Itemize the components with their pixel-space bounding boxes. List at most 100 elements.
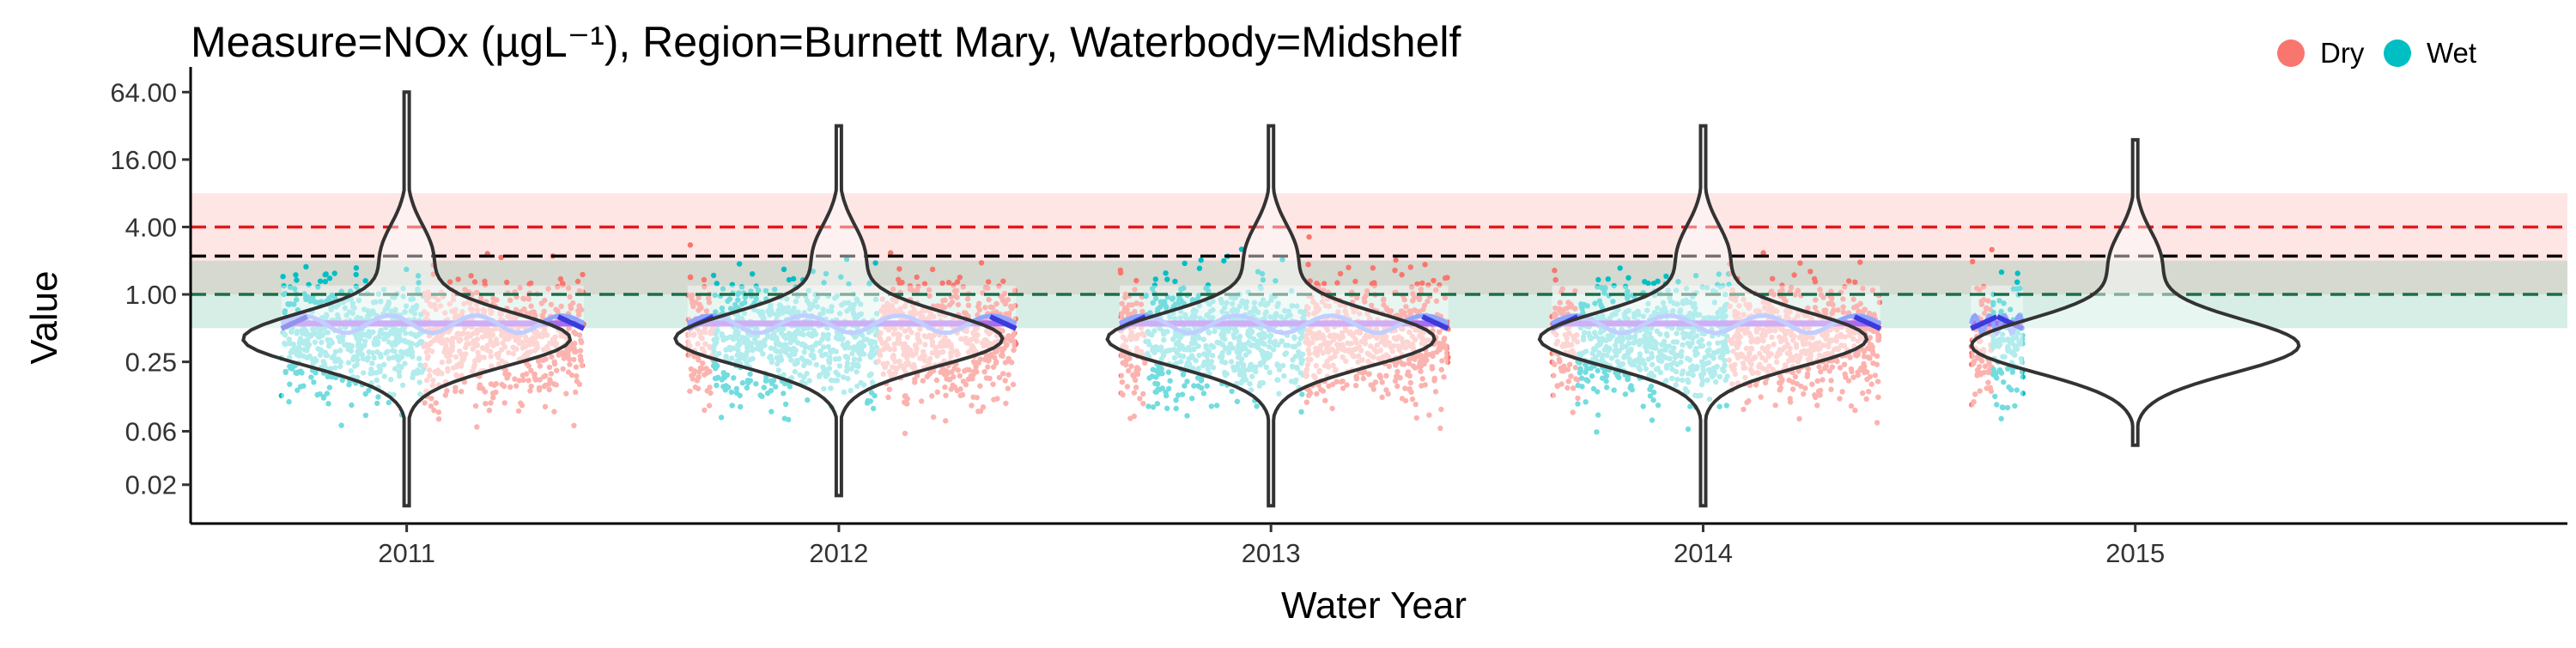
data-point <box>741 310 748 317</box>
data-point <box>474 424 480 430</box>
data-point <box>410 374 416 380</box>
data-point <box>983 352 990 358</box>
data-point <box>512 376 518 382</box>
data-point <box>1002 360 1009 366</box>
data-point <box>861 342 867 348</box>
data-point <box>577 348 584 354</box>
data-point <box>1013 341 1019 347</box>
data-point <box>800 362 807 369</box>
data-point <box>517 285 523 291</box>
data-point <box>743 353 750 359</box>
data-point <box>712 375 719 382</box>
data-point <box>853 333 860 340</box>
data-point <box>424 343 430 349</box>
data-point <box>453 306 459 313</box>
data-point <box>909 288 916 294</box>
data-point <box>316 300 322 306</box>
data-point <box>472 403 479 409</box>
data-point <box>767 354 773 360</box>
data-point <box>483 331 489 337</box>
data-point <box>880 361 886 367</box>
data-point <box>830 347 836 354</box>
data-point <box>919 398 925 404</box>
data-point <box>910 312 917 318</box>
data-point <box>773 348 779 354</box>
data-point <box>729 403 735 409</box>
data-point <box>750 271 756 277</box>
data-point <box>519 372 526 379</box>
data-point <box>541 347 547 353</box>
data-point <box>747 371 753 377</box>
data-point <box>358 331 364 337</box>
data-point <box>466 341 473 347</box>
data-point <box>1172 278 1178 285</box>
data-point <box>567 294 573 300</box>
data-point <box>345 360 352 366</box>
data-point <box>293 370 299 376</box>
data-point <box>297 336 304 342</box>
data-point <box>483 401 489 407</box>
data-point <box>688 366 694 372</box>
data-point <box>576 303 582 309</box>
data-point <box>445 366 451 372</box>
data-point <box>813 340 819 346</box>
data-point <box>495 361 502 367</box>
data-point <box>467 306 474 312</box>
data-point <box>291 345 298 351</box>
data-point <box>281 291 287 298</box>
data-point <box>447 300 453 307</box>
data-point <box>1989 246 1995 253</box>
data-point <box>444 388 450 394</box>
data-point <box>695 341 701 347</box>
data-point <box>737 355 743 361</box>
data-point <box>537 363 544 369</box>
data-point <box>774 335 780 341</box>
data-point <box>934 303 941 309</box>
data-point <box>545 286 551 292</box>
data-point <box>332 348 338 354</box>
data-point <box>930 414 937 421</box>
data-point <box>836 363 843 369</box>
data-point <box>691 354 697 360</box>
data-point <box>422 362 428 368</box>
data-point <box>844 360 851 366</box>
data-point <box>760 351 766 357</box>
data-point <box>453 354 459 360</box>
data-point <box>305 336 311 343</box>
data-point <box>823 373 829 379</box>
data-point <box>566 325 572 331</box>
data-point <box>294 297 300 303</box>
data-point <box>414 342 420 348</box>
data-point <box>1807 269 1814 275</box>
data-point <box>977 383 983 389</box>
data-point <box>958 336 964 342</box>
data-point <box>792 336 798 342</box>
data-point <box>1392 267 1398 274</box>
data-point <box>565 348 571 354</box>
data-point <box>888 250 894 256</box>
data-point <box>294 330 300 336</box>
data-point <box>306 282 312 288</box>
data-point <box>1770 276 1776 282</box>
data-point <box>1595 276 1601 283</box>
data-point <box>1000 278 1006 284</box>
data-point <box>823 270 829 277</box>
data-point <box>826 360 833 366</box>
data-point <box>762 342 768 348</box>
data-point <box>748 288 754 294</box>
data-point <box>353 271 359 278</box>
data-point <box>493 389 499 396</box>
data-point <box>759 309 765 315</box>
data-point <box>555 284 561 290</box>
data-point <box>824 325 830 331</box>
data-point <box>510 350 516 357</box>
data-point <box>526 296 532 302</box>
data-point <box>736 342 743 348</box>
data-point <box>561 355 567 361</box>
data-point <box>700 360 706 366</box>
data-point <box>845 340 851 346</box>
data-point <box>949 369 955 375</box>
data-point <box>319 339 325 346</box>
data-point <box>575 312 582 318</box>
data-point <box>893 298 899 304</box>
